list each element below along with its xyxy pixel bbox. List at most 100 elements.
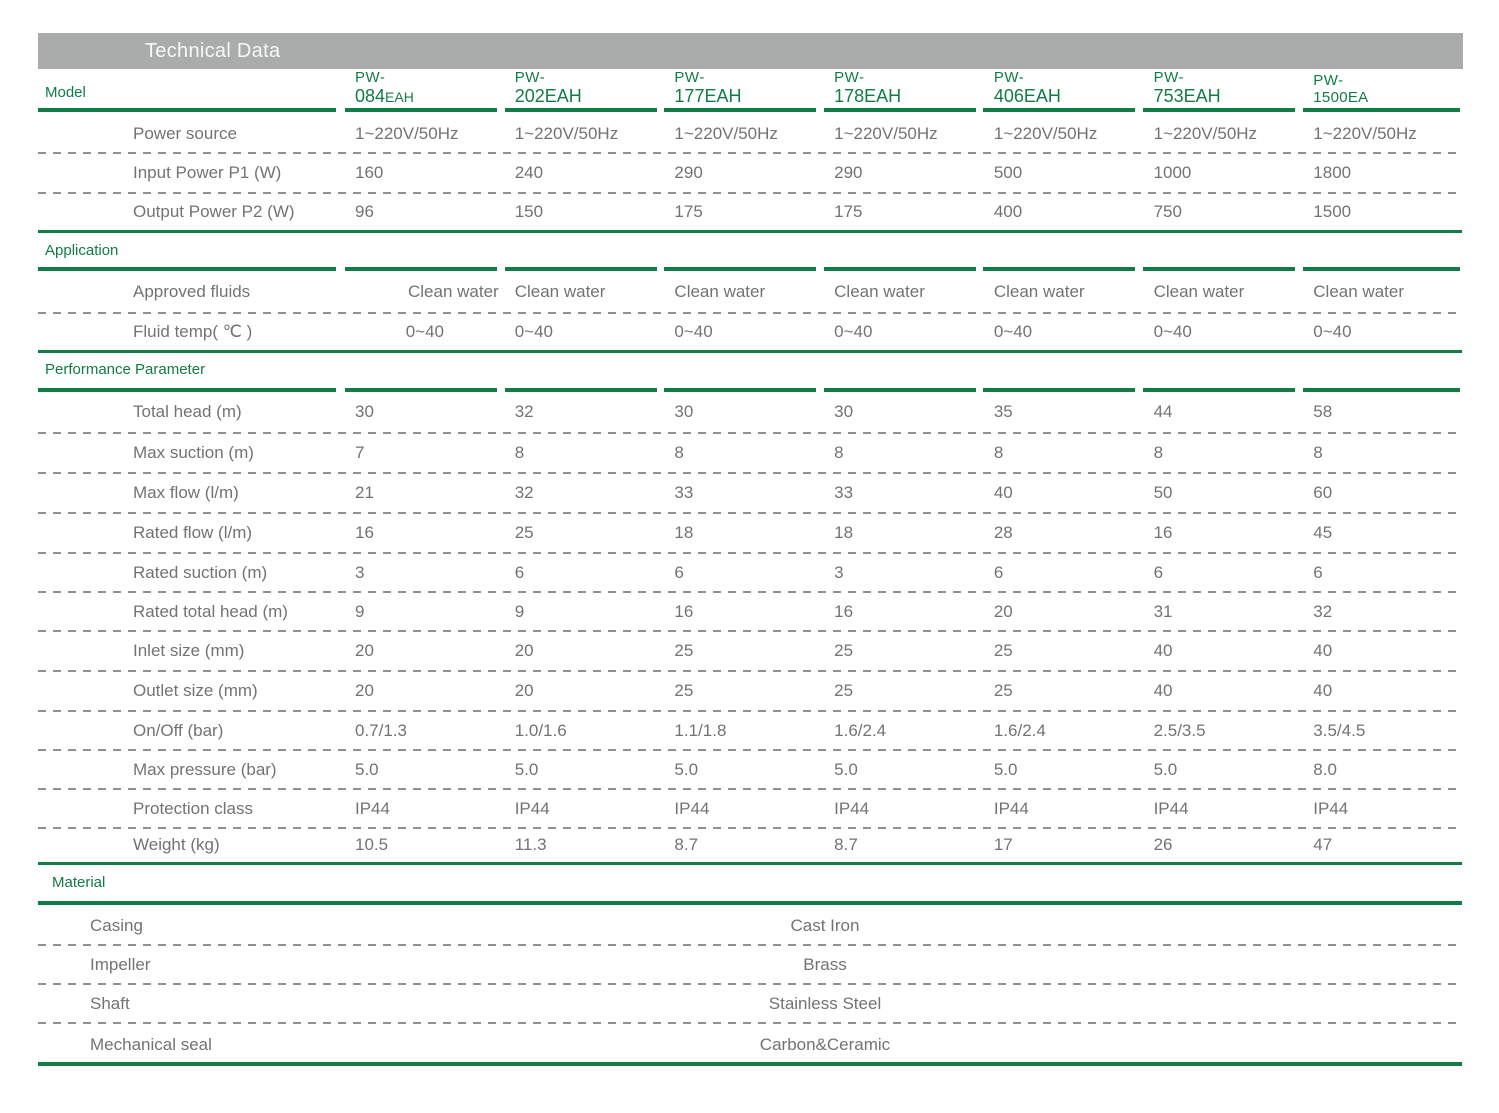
cell-value: 20 — [355, 641, 374, 660]
model-name: PW- 202EAH — [505, 69, 665, 109]
cell-value: 16 — [674, 601, 694, 621]
column-underline — [664, 108, 816, 112]
cell-value: 30 — [834, 402, 854, 421]
cell-value: 1.6/2.4 — [834, 720, 887, 740]
cell-value: 8 — [834, 443, 844, 462]
row-divider-dashed — [38, 827, 1462, 829]
section-application: Application — [45, 242, 119, 259]
row-divider-dashed — [38, 192, 1462, 194]
cell-value: 32 — [514, 402, 534, 421]
cell-value: 25 — [674, 681, 694, 700]
cell-value: Clean water — [834, 282, 925, 301]
cell-value: 33 — [834, 483, 854, 502]
cell-value: 0~40 — [674, 321, 713, 341]
row-divider-dashed — [38, 630, 1462, 632]
model-prefix: PW- — [1153, 69, 1184, 86]
model-prefix: PW- — [514, 69, 546, 86]
table-row: Impeller Brass — [38, 946, 1463, 983]
column-underline — [38, 388, 336, 392]
cell-value: 10.5 — [355, 835, 389, 854]
model-name: PW- 1500EA — [1303, 73, 1463, 109]
model-name: PW- 084EAH — [345, 69, 505, 109]
cell-value: Clean water — [407, 282, 499, 301]
column-underline — [983, 108, 1135, 112]
cell-value: 1.0/1.6 — [514, 720, 567, 740]
column-underline — [983, 388, 1135, 392]
row-label: Rated suction (m) — [133, 562, 268, 582]
table-row: Rated total head (m) 9 9 16 16 20 31 32 — [38, 593, 1463, 630]
cell-value: 40 — [1313, 681, 1333, 700]
row-label: Rated flow (l/m) — [133, 523, 253, 542]
cell-value: 16 — [355, 523, 374, 542]
column-underline — [1143, 108, 1295, 112]
column-underline — [1143, 267, 1295, 271]
cell-value: 1~220V/50Hz — [674, 124, 778, 143]
cell-value: 0.7/1.3 — [355, 720, 407, 740]
table-row: Output Power P2 (W) 96 150 175 175 400 7… — [38, 194, 1463, 230]
row-divider-dashed — [38, 472, 1462, 474]
cell-value: 17 — [993, 835, 1013, 854]
table-row: Input Power P1 (W) 160 240 290 290 500 1… — [38, 154, 1463, 192]
column-underline — [1143, 388, 1295, 392]
cell-value: 44 — [1153, 402, 1173, 421]
cell-value: 28 — [993, 523, 1013, 542]
table-row: Rated suction (m) 3 6 6 3 6 6 6 — [38, 554, 1463, 591]
cell-value: 1~220V/50Hz — [1153, 124, 1258, 143]
row-label: Power source — [133, 124, 237, 143]
column-underline — [38, 267, 336, 271]
cell-value: 60 — [1313, 483, 1333, 502]
cell-value: 6 — [514, 562, 525, 582]
model-number: 753EAH — [1153, 85, 1221, 106]
row-divider-dashed — [38, 983, 1462, 985]
cell-value: 0~40 — [1313, 321, 1352, 341]
cell-value: 1800 — [1313, 163, 1352, 182]
cell-value: 750 — [1153, 202, 1182, 221]
cell-value: 6 — [1313, 562, 1323, 582]
cell-value: Clean water — [1313, 282, 1404, 301]
model-number: 1500EA — [1313, 88, 1369, 106]
cell-value: 18 — [674, 523, 694, 542]
cell-value: 3 — [355, 562, 365, 582]
column-underline — [505, 267, 657, 271]
section-divider — [38, 230, 1462, 233]
cell-value: 9 — [355, 601, 365, 621]
row-divider-dashed — [38, 591, 1462, 593]
row-divider-dashed — [38, 512, 1462, 514]
row-label: Outlet size (mm) — [133, 681, 258, 700]
row-label: Input Power P1 (W) — [133, 163, 282, 182]
row-divider-dashed — [38, 152, 1462, 154]
section-divider — [38, 862, 1462, 865]
cell-value: 6 — [1153, 562, 1164, 582]
cell-value: 20 — [514, 681, 534, 700]
cell-value: 0~40 — [1153, 321, 1192, 341]
section-divider — [38, 901, 1462, 905]
row-label: Approved fluids — [133, 282, 251, 301]
column-underline — [664, 388, 816, 392]
model-number-main: 084 — [355, 85, 386, 106]
page-title: Technical Data — [145, 40, 281, 62]
row-divider-dashed — [38, 1022, 1462, 1024]
cell-value: 8 — [993, 443, 1004, 462]
cell-value: 0~40 — [514, 321, 553, 341]
table-title-bar: Technical Data — [38, 33, 1463, 69]
model-number: 084EAH — [355, 85, 505, 107]
column-underline — [345, 388, 497, 392]
row-label: Total head (m) — [133, 402, 242, 421]
row-label: Weight (kg) — [133, 835, 220, 854]
cell-value: 0~40 — [993, 321, 1033, 341]
cell-value: 30 — [674, 402, 694, 421]
row-label: Output Power P2 (W) — [133, 202, 295, 221]
table-row: Weight (kg) 10.5 11.3 8.7 8.7 17 26 47 — [38, 829, 1463, 861]
row-divider-dashed — [38, 788, 1462, 790]
section-divider — [38, 1062, 1462, 1066]
row-label: Max pressure (bar) — [133, 759, 277, 779]
table-row: Max flow (l/m) 21 32 33 33 40 50 60 — [38, 474, 1463, 512]
cell-value: 175 — [674, 202, 703, 221]
column-underline — [345, 108, 497, 112]
cell-value: 8.0 — [1313, 759, 1337, 779]
table-row: Casing Cast Iron — [38, 907, 1463, 944]
cell-value: 25 — [993, 641, 1013, 660]
row-label: Fluid temp( ℃ ) — [133, 321, 253, 341]
row-label: Inlet size (mm) — [133, 641, 245, 660]
